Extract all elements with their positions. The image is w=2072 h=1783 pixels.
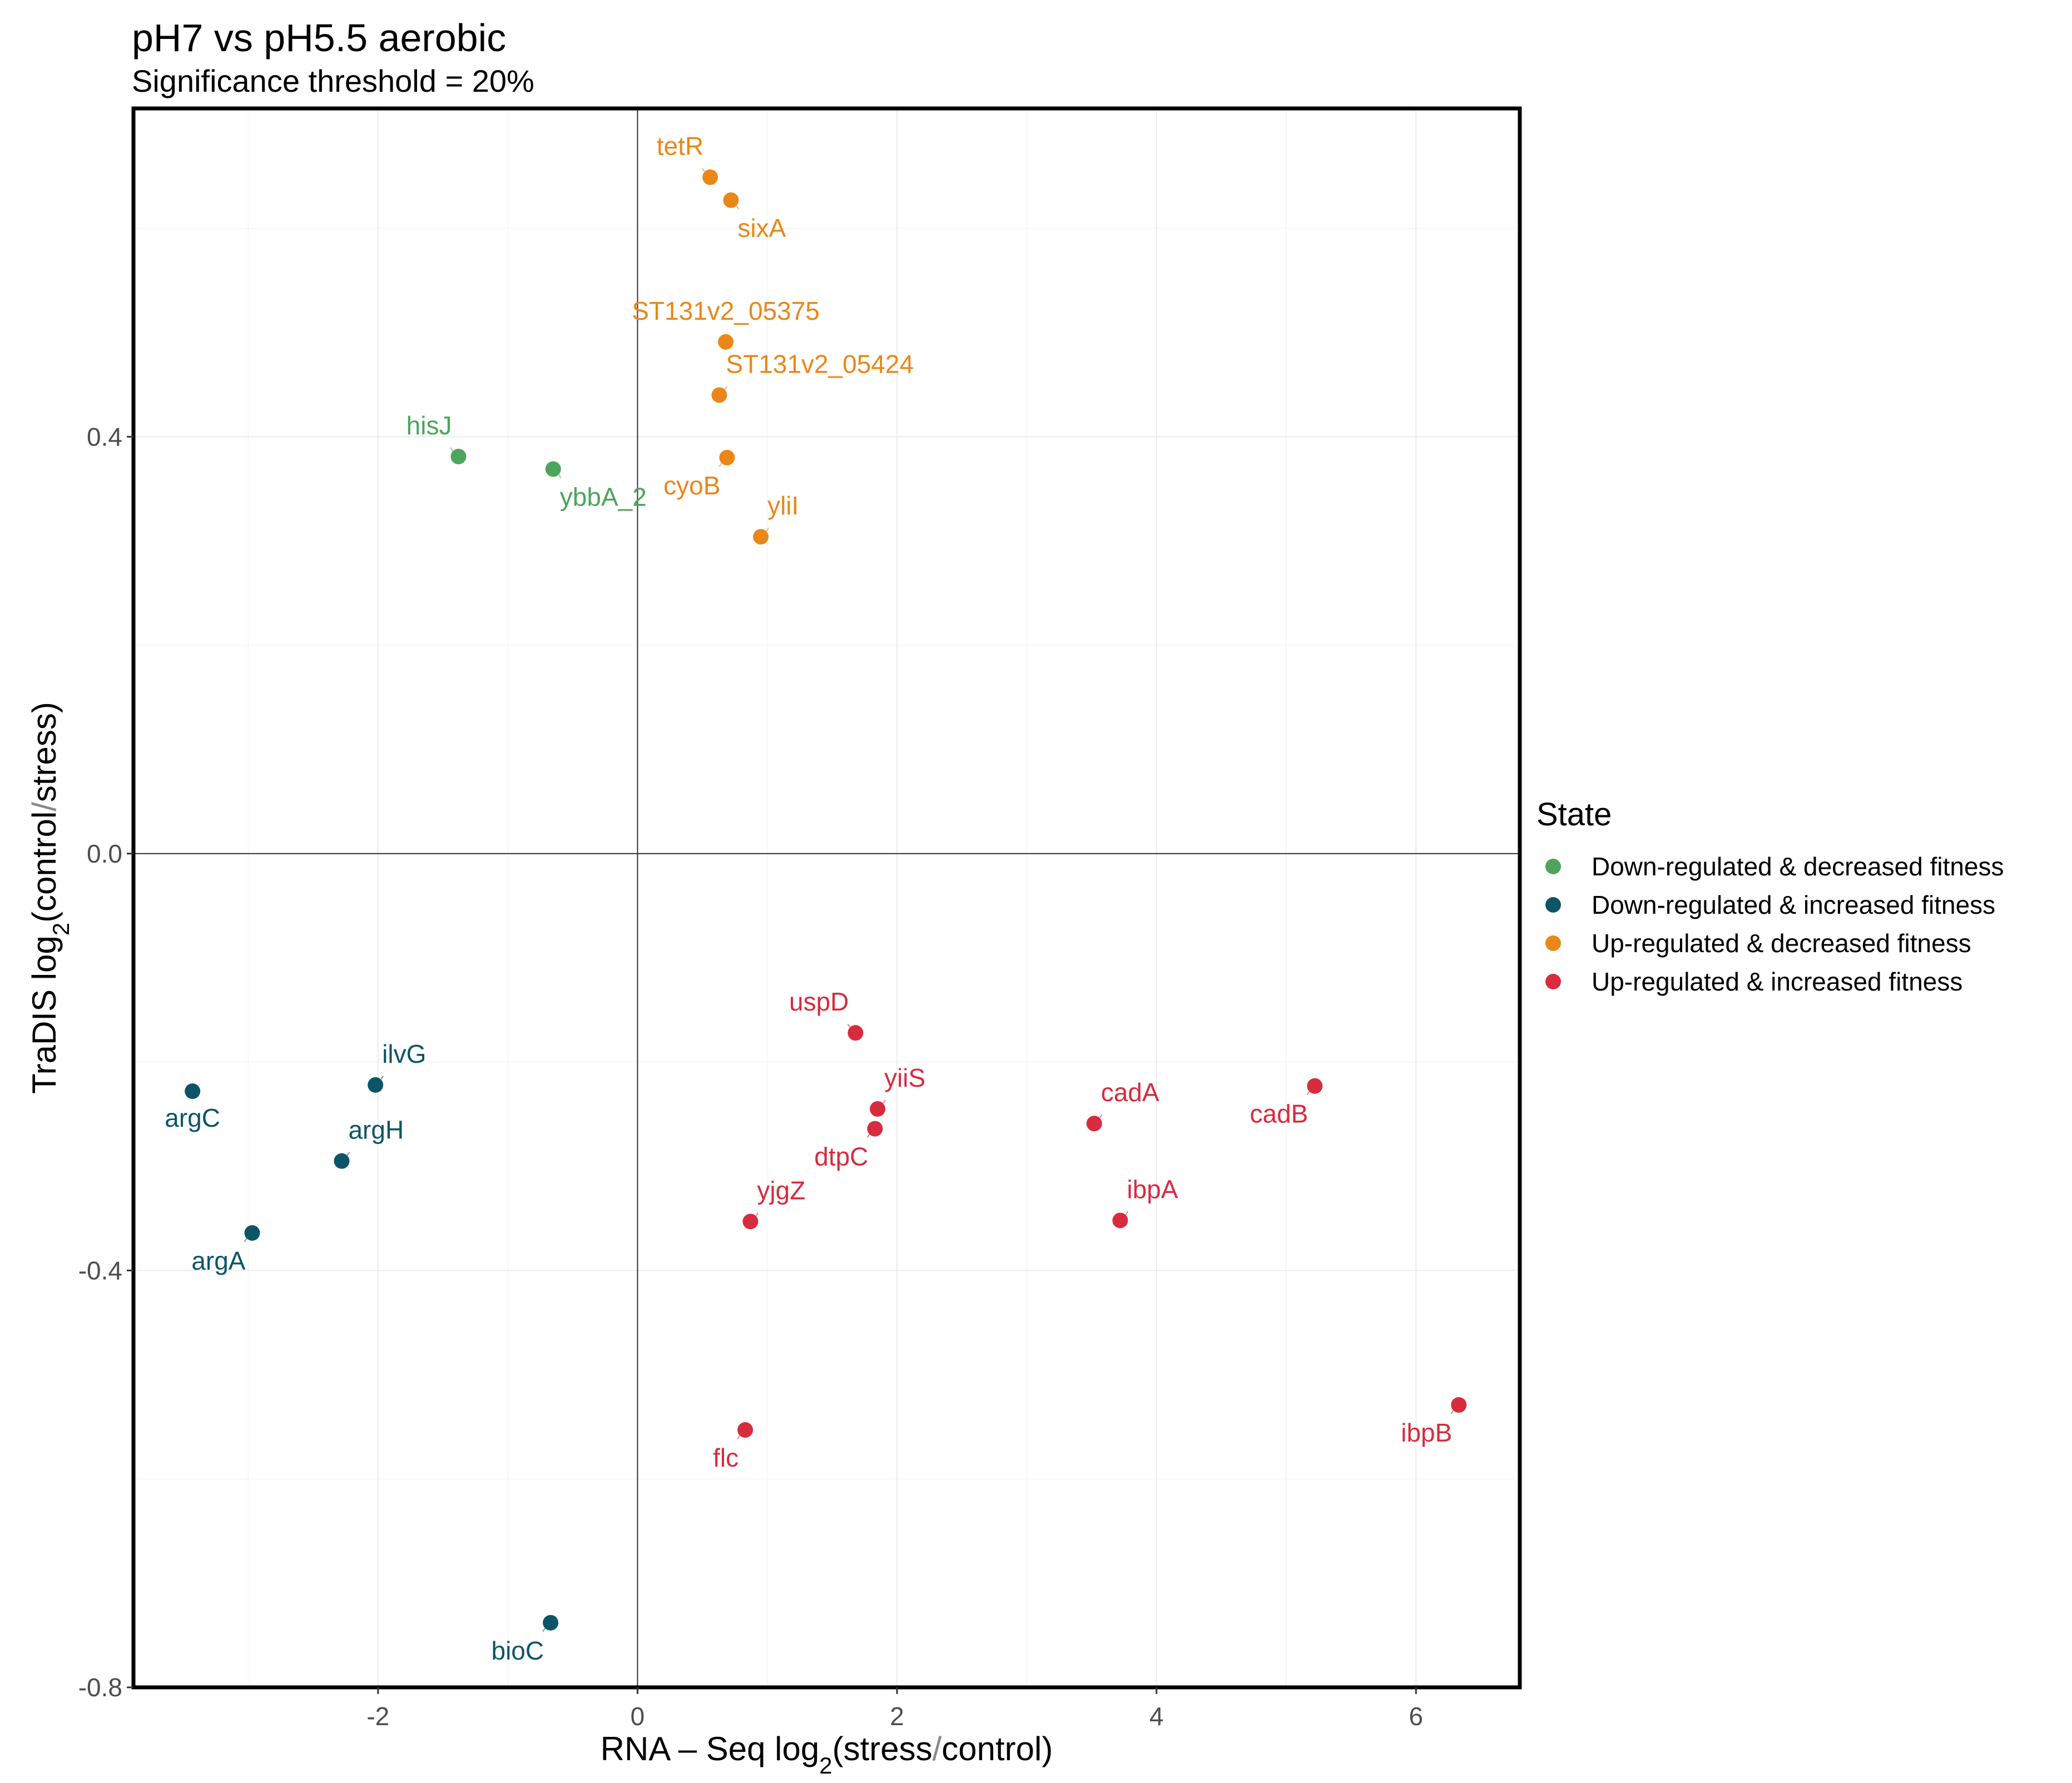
point-sixA (723, 192, 739, 208)
label-dtpC: dtpC (814, 1142, 868, 1171)
point-yliI (753, 529, 769, 545)
data-labels: hisJ ybbA_2 argC ilvG argH argA bioC tetR sixA ST… (165, 132, 1454, 1665)
y-tick-label: 0.0 (87, 839, 122, 868)
point-argH (334, 1153, 350, 1169)
label-connector (883, 1099, 886, 1104)
label-sixA: sixA (737, 214, 786, 242)
label-connector (346, 1152, 350, 1156)
point-uspD (847, 1025, 864, 1041)
y-axis-title: TraDIS log2(control/stress) (26, 702, 74, 1094)
point-yjgZ (742, 1214, 759, 1230)
point-ST131v2_05375 (718, 334, 734, 350)
legend-label: Up-regulated & decreased fitness (1592, 929, 1971, 958)
point-ybbA_2 (545, 461, 561, 477)
legend: State Down-regulated & decreased fitness… (1536, 796, 2004, 996)
label-connector (558, 474, 562, 478)
x-tick-label: 4 (1149, 1702, 1164, 1731)
legend-key (1545, 974, 1561, 989)
chart-subtitle: Significance threshold = 20% (132, 63, 534, 98)
label-connector (718, 463, 722, 467)
label-ybbA_2: ybbA_2 (560, 482, 647, 511)
point-ibpB (1451, 1397, 1467, 1413)
label-connector (244, 1238, 247, 1242)
label-connector (380, 1076, 384, 1080)
point-cyoB (719, 449, 735, 465)
legend-label: Down-regulated & decreased fitness (1592, 852, 2004, 881)
label-connector (542, 1628, 546, 1632)
legend-label: Down-regulated & increased fitness (1592, 890, 1995, 919)
point-argA (244, 1225, 260, 1241)
label-argH: argH (348, 1116, 404, 1145)
label-connector (1306, 1091, 1310, 1096)
label-cyoB: cyoB (663, 471, 720, 500)
chart-title: pH7 vs pH5.5 aerobic (132, 16, 506, 60)
label-ilvG: ilvG (382, 1039, 426, 1068)
x-axis-title: RNA – Seq log2(stress/control) (601, 1730, 1053, 1779)
legend-entries: Down-regulated & decreased fitness Down-r… (1545, 852, 2004, 996)
point-argC (185, 1083, 201, 1099)
label-flc: flc (713, 1443, 738, 1472)
y-tick-label: -0.4 (78, 1256, 122, 1285)
point-hisJ (450, 448, 467, 464)
label-connector (702, 168, 705, 172)
plot-panel-border (131, 106, 1522, 1690)
label-ibpB: ibpB (1401, 1418, 1452, 1447)
label-connector (755, 1212, 759, 1216)
label-connector (766, 527, 769, 532)
legend-key (1545, 897, 1561, 913)
label-hisJ: hisJ (407, 411, 452, 440)
point-flc (737, 1422, 754, 1438)
axis-ticks: -2 0 2 4 6 -0.8 -0.4 0.0 0.4 (78, 422, 1423, 1731)
x-tick-label: -2 (366, 1702, 389, 1731)
zero-lines (133, 108, 1520, 1687)
x-tick-label: 0 (631, 1702, 645, 1731)
label-connector (847, 1023, 851, 1028)
label-tetR: tetR (657, 132, 703, 161)
point-cadA (1086, 1116, 1102, 1132)
label-connector (724, 385, 728, 390)
label-argC: argC (165, 1103, 220, 1132)
label-ST131v2_05424: ST131v2_05424 (726, 349, 914, 378)
label-cadA: cadA (1101, 1078, 1159, 1107)
label-ibpA: ibpA (1127, 1175, 1178, 1203)
label-connector (1125, 1211, 1129, 1216)
legend-label: Up-regulated & increased fitness (1592, 967, 1962, 996)
label-yiiS: yiiS (884, 1063, 925, 1092)
label-connector (1450, 1410, 1454, 1414)
x-tick-label: 6 (1409, 1702, 1424, 1731)
point-ST131v2_05424 (711, 387, 727, 403)
label-connector (736, 205, 740, 210)
label-argA: argA (191, 1246, 245, 1275)
label-connector (1099, 1114, 1103, 1118)
label-uspD: uspD (789, 987, 849, 1016)
point-tetR (702, 169, 718, 185)
legend-key (1545, 935, 1561, 951)
label-yliI: yliI (767, 491, 799, 520)
point-yiiS (870, 1101, 886, 1117)
point-ibpA (1112, 1212, 1128, 1229)
label-connector (450, 447, 454, 452)
label-yjgZ: yjgZ (757, 1176, 805, 1205)
point-dtpC (867, 1121, 883, 1137)
label-ST131v2_05375: ST131v2_05375 (632, 296, 820, 325)
y-tick-label: 0.4 (87, 422, 122, 451)
y-tick-label: -0.8 (78, 1673, 122, 1702)
label-cadB: cadB (1250, 1099, 1308, 1128)
legend-title: State (1536, 796, 1612, 833)
point-ilvG (368, 1077, 384, 1093)
data-points (185, 169, 1467, 1631)
legend-key (1545, 859, 1561, 874)
label-connector (737, 1435, 740, 1439)
x-tick-label: 2 (890, 1702, 904, 1731)
label-connector (866, 1134, 870, 1138)
point-cadB (1307, 1078, 1323, 1094)
label-bioC: bioC (492, 1636, 544, 1665)
point-bioC (543, 1614, 559, 1631)
